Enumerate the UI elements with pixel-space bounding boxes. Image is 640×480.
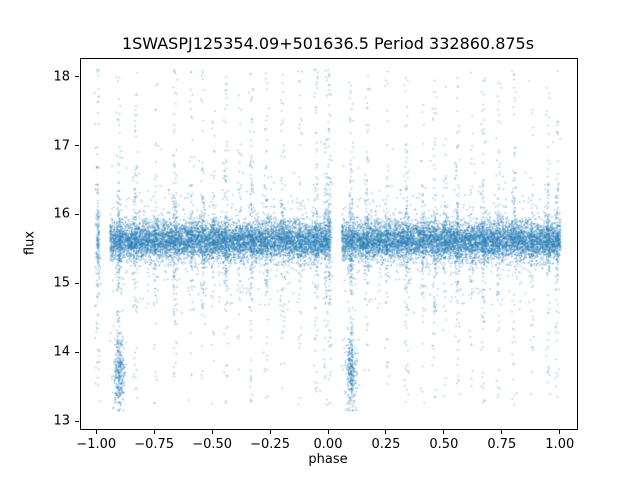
x-tick-label: 0.50	[429, 437, 459, 452]
x-tick-mark	[443, 430, 445, 434]
x-tick-label: 1.00	[545, 437, 575, 452]
x-tick-label: −0.25	[250, 437, 290, 452]
x-tick-mark	[327, 430, 329, 434]
x-tick-label: −0.50	[192, 437, 233, 452]
x-tick-mark	[385, 430, 387, 434]
y-tick-mark	[75, 420, 79, 422]
x-tick-mark	[95, 430, 97, 434]
y-axis-label: flux	[22, 230, 38, 256]
x-tick-label: −0.75	[134, 437, 175, 452]
y-tick-label: 16	[53, 206, 70, 222]
x-tick-label: 0.00	[313, 437, 343, 452]
y-tick-label: 15	[53, 275, 70, 291]
y-tick-label: 18	[53, 69, 70, 85]
y-tick-mark	[75, 213, 79, 215]
y-tick-label: 13	[53, 413, 70, 429]
y-tick-mark	[75, 351, 79, 353]
chart-title: 1SWASPJ125354.09+501636.5 Period 332860.…	[121, 34, 535, 53]
x-tick-mark	[211, 430, 213, 434]
x-tick-label: 0.75	[487, 437, 517, 452]
x-tick-label: −1.00	[76, 437, 117, 452]
y-tick-mark	[75, 282, 79, 284]
x-tick-mark	[559, 430, 561, 434]
x-tick-mark	[269, 430, 271, 434]
plot-area	[80, 58, 578, 430]
scatter-points-canvas	[81, 59, 577, 429]
x-axis-label: phase	[308, 452, 348, 467]
x-tick-mark	[501, 430, 503, 434]
y-tick-mark	[75, 76, 79, 78]
x-tick-label: 0.25	[371, 437, 401, 452]
y-tick-mark	[75, 145, 79, 146]
y-tick-label: 17	[53, 138, 70, 153]
x-tick-mark	[153, 430, 155, 434]
y-tick-label: 14	[53, 344, 70, 360]
